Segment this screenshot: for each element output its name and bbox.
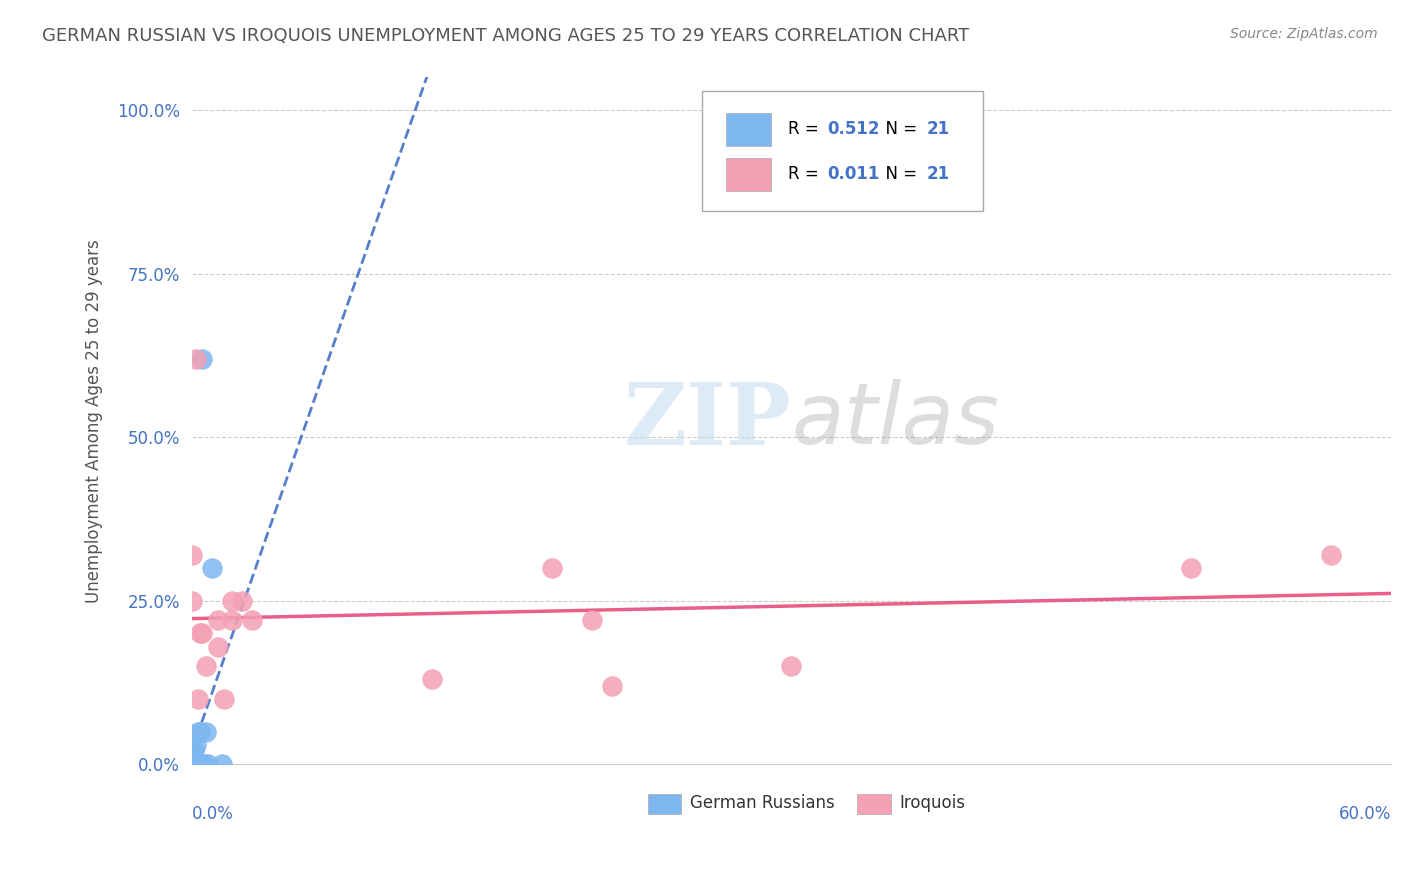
Text: 0.0%: 0.0% [193, 805, 233, 823]
Point [195, 724, 218, 739]
Point [600, 679, 623, 693]
Bar [858, 795, 891, 814]
Text: 0.512: 0.512 [828, 120, 880, 138]
Text: 21: 21 [927, 120, 950, 138]
Point [780, 659, 803, 673]
Point [211, 757, 233, 772]
Point [188, 724, 211, 739]
Point [184, 757, 207, 772]
Point [181, 757, 204, 772]
Point [187, 757, 209, 772]
Y-axis label: Unemployment Among Ages 25 to 29 years: Unemployment Among Ages 25 to 29 years [86, 239, 103, 603]
Point [191, 757, 214, 772]
Point [1180, 561, 1202, 575]
Text: GERMAN RUSSIAN VS IROQUOIS UNEMPLOYMENT AMONG AGES 25 TO 29 YEARS CORRELATION CH: GERMAN RUSSIAN VS IROQUOIS UNEMPLOYMENT … [42, 27, 969, 45]
Point [191, 351, 214, 366]
Point [181, 548, 204, 562]
Point [231, 593, 253, 607]
Bar [648, 795, 681, 814]
Text: 60.0%: 60.0% [1339, 805, 1391, 823]
Point [221, 593, 243, 607]
Text: 21: 21 [927, 165, 950, 183]
Text: N =: N = [876, 165, 922, 183]
Text: ZIP: ZIP [624, 379, 792, 463]
Text: R =: R = [787, 165, 824, 183]
Text: German Russians: German Russians [689, 795, 834, 813]
Point [197, 757, 219, 772]
Point [540, 561, 562, 575]
Point [181, 593, 204, 607]
Point [221, 613, 243, 627]
Point [188, 757, 211, 772]
Point [181, 744, 204, 758]
Point [207, 640, 229, 654]
Point [212, 691, 235, 706]
Point [181, 757, 204, 772]
Text: Iroquois: Iroquois [900, 795, 966, 813]
Point [188, 626, 211, 640]
Point [191, 626, 214, 640]
Text: 0.011: 0.011 [828, 165, 880, 183]
Point [1320, 548, 1343, 562]
Point [420, 672, 443, 686]
Point [187, 724, 209, 739]
Point [193, 757, 215, 772]
Point [184, 738, 207, 752]
Text: atlas: atlas [792, 379, 1000, 462]
Point [581, 613, 603, 627]
Text: Source: ZipAtlas.com: Source: ZipAtlas.com [1230, 27, 1378, 41]
Point [187, 757, 209, 772]
Bar [725, 158, 770, 191]
Point [207, 613, 229, 627]
Point [201, 561, 224, 575]
Point [187, 691, 209, 706]
Point [181, 757, 204, 772]
Text: N =: N = [876, 120, 922, 138]
Point [183, 744, 205, 758]
Point [240, 613, 263, 627]
Text: R =: R = [787, 120, 824, 138]
FancyBboxPatch shape [702, 91, 983, 211]
Point [181, 757, 204, 772]
Point [184, 351, 207, 366]
Bar [725, 113, 770, 146]
Point [183, 757, 205, 772]
Point [195, 659, 218, 673]
